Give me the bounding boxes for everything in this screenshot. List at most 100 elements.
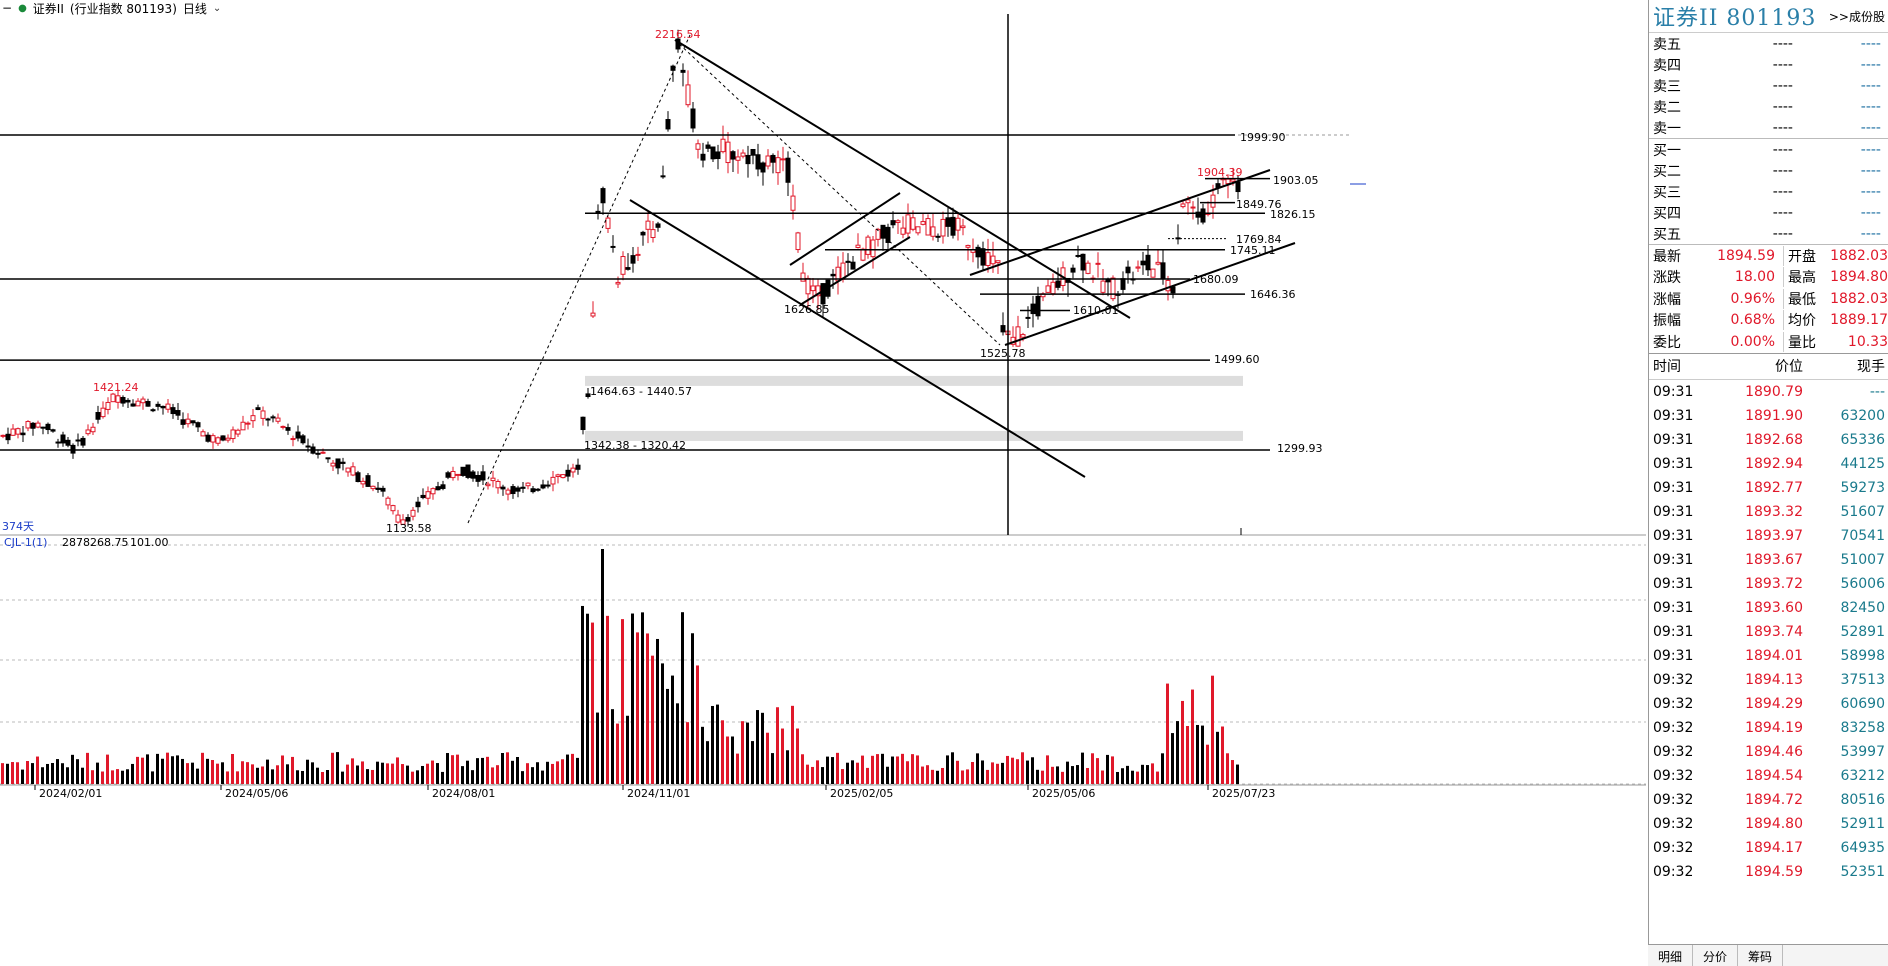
tick-row[interactable]: 09:32 1894.13 37513 — [1649, 668, 1888, 692]
tick-row[interactable]: 09:32 1894.29 60690 — [1649, 692, 1888, 716]
candle-body — [5, 433, 11, 441]
tick-row[interactable]: 09:32 1894.19 83258 — [1649, 716, 1888, 740]
candle-body — [650, 229, 656, 239]
tick-row[interactable]: 09:31 1893.67 51007 — [1649, 548, 1888, 572]
volume-bar — [646, 633, 649, 784]
tick-row[interactable]: 09:31 1894.01 58998 — [1649, 644, 1888, 668]
tab-detail[interactable]: 明细 — [1648, 945, 1694, 966]
candle-body — [685, 84, 691, 106]
tick-row[interactable]: 09:31 1892.68 65336 — [1649, 428, 1888, 452]
volume-bar — [396, 757, 399, 784]
tick-vol: 51607 — [1840, 503, 1885, 520]
tick-price: 1890.79 — [1745, 383, 1803, 400]
tick-row[interactable]: 09:31 1893.60 82450 — [1649, 596, 1888, 620]
sell-row[interactable]: 卖四 ---- ---- — [1649, 54, 1888, 75]
volume-bar — [1221, 726, 1224, 784]
candle-body — [500, 486, 506, 490]
candle-body — [640, 231, 646, 236]
period-select[interactable]: 日线 — [182, 1, 207, 16]
volume-bar — [966, 769, 969, 784]
tick-row[interactable]: 09:31 1893.97 70541 — [1649, 524, 1888, 548]
volume-value-1: 2878268.75 — [62, 536, 128, 549]
volume-bar — [886, 766, 889, 784]
candle-body — [95, 412, 101, 420]
tick-row[interactable]: 09:32 1894.72 80516 — [1649, 788, 1888, 812]
stat-value: 1889.17 — [1830, 312, 1888, 329]
volume-bar — [986, 769, 989, 784]
tick-row[interactable]: 09:32 1894.54 63212 — [1649, 764, 1888, 788]
candle-body — [200, 431, 206, 437]
buy-row[interactable]: 买三 ---- ---- — [1649, 181, 1888, 202]
volume-bar — [676, 703, 679, 784]
candle-body — [590, 312, 596, 317]
tick-price: 1893.60 — [1745, 599, 1803, 616]
candle-body — [1055, 280, 1061, 288]
volume-bar — [311, 762, 314, 784]
buy-row[interactable]: 买二 ---- ---- — [1649, 160, 1888, 181]
minus-icon[interactable]: − — [2, 1, 13, 15]
buy-row[interactable]: 买五 ---- ---- — [1649, 223, 1888, 244]
tick-row[interactable]: 09:32 1894.59 52351 — [1649, 860, 1888, 884]
buy-row[interactable]: 买四 ---- ---- — [1649, 202, 1888, 223]
candle-body — [180, 419, 186, 425]
tick-row[interactable]: 09:31 1891.90 63200 — [1649, 404, 1888, 428]
volume-bar — [961, 770, 964, 784]
tick-row[interactable]: 09:32 1894.80 52911 — [1649, 812, 1888, 836]
tick-vol: 65336 — [1840, 431, 1885, 448]
chevron-down-icon[interactable]: ⌄ — [212, 2, 222, 14]
tab-chips[interactable]: 筹码 — [1738, 945, 1784, 966]
buy-row[interactable]: 买一 ---- ---- — [1649, 139, 1888, 160]
candle-body — [105, 401, 111, 410]
chart-area[interactable]: 2216.54 1904.39 1133.58 1421.24 1626.85 1525.… — [0, 0, 1646, 965]
volume-bar — [256, 767, 259, 784]
volume-bar — [561, 759, 564, 784]
sell-row[interactable]: 卖一 ---- ---- — [1649, 117, 1888, 138]
volume-bar — [1016, 759, 1019, 784]
tick-row[interactable]: 09:31 1893.32 51607 — [1649, 500, 1888, 524]
tick-row[interactable]: 09:32 1894.46 53997 — [1649, 740, 1888, 764]
tick-row[interactable]: 09:32 1894.17 64935 — [1649, 836, 1888, 860]
buy-vol: ---- — [1860, 225, 1881, 242]
tab-price-dist[interactable]: 分价 — [1693, 945, 1739, 966]
date-tick-label: 2024/05/06 — [225, 787, 288, 800]
sell-row[interactable]: 卖三 ---- ---- — [1649, 75, 1888, 96]
tick-row[interactable]: 09:31 1890.79 --- — [1649, 380, 1888, 404]
volume-bar — [536, 762, 539, 784]
sell-row[interactable]: 卖五 ---- ---- — [1649, 33, 1888, 54]
tick-row[interactable]: 09:31 1893.74 52891 — [1649, 620, 1888, 644]
volume-bar — [71, 754, 74, 784]
candle-body — [210, 435, 216, 443]
volume-bar — [701, 726, 704, 784]
volume-bar — [631, 613, 634, 784]
candle-body — [185, 418, 191, 425]
candle-body — [595, 210, 601, 213]
volume-bar — [491, 767, 494, 784]
label-1626: 1626.85 — [784, 303, 830, 316]
tick-row[interactable]: 09:31 1892.94 44125 — [1649, 452, 1888, 476]
volume-bar — [1161, 753, 1164, 784]
candle-body — [415, 501, 421, 508]
candle-body — [830, 273, 836, 277]
candlestick-chart[interactable]: 2216.54 1904.39 1133.58 1421.24 1626.85 1525.… — [0, 0, 1646, 965]
candle-body — [905, 214, 911, 234]
label-1646: 1646.36 — [1250, 288, 1296, 301]
candle-body — [1095, 262, 1101, 265]
volume-bar — [836, 752, 839, 784]
tick-row[interactable]: 09:31 1892.77 59273 — [1649, 476, 1888, 500]
candle-body — [535, 488, 541, 491]
ticks-list[interactable]: 09:31 1890.79 --- 09:31 1891.90 63200 09:31 189… — [1649, 380, 1888, 884]
tick-row[interactable]: 09:31 1893.72 56006 — [1649, 572, 1888, 596]
tick-vol: 53997 — [1840, 743, 1885, 760]
volume-bar — [41, 767, 44, 784]
volume-bar — [566, 754, 569, 784]
sell-price: ---- — [1772, 119, 1793, 136]
volume-bar — [1196, 724, 1199, 784]
volume-bar — [1, 763, 4, 784]
tick-price: 1893.67 — [1745, 551, 1803, 568]
sell-row[interactable]: 卖二 ---- ---- — [1649, 96, 1888, 117]
candle-body — [655, 223, 661, 228]
constituents-link[interactable]: >>成份股 — [1828, 9, 1885, 24]
volume-bar — [546, 761, 549, 784]
volume-bar — [1181, 700, 1184, 784]
ticks-header-vol: 现手 — [1857, 359, 1885, 375]
